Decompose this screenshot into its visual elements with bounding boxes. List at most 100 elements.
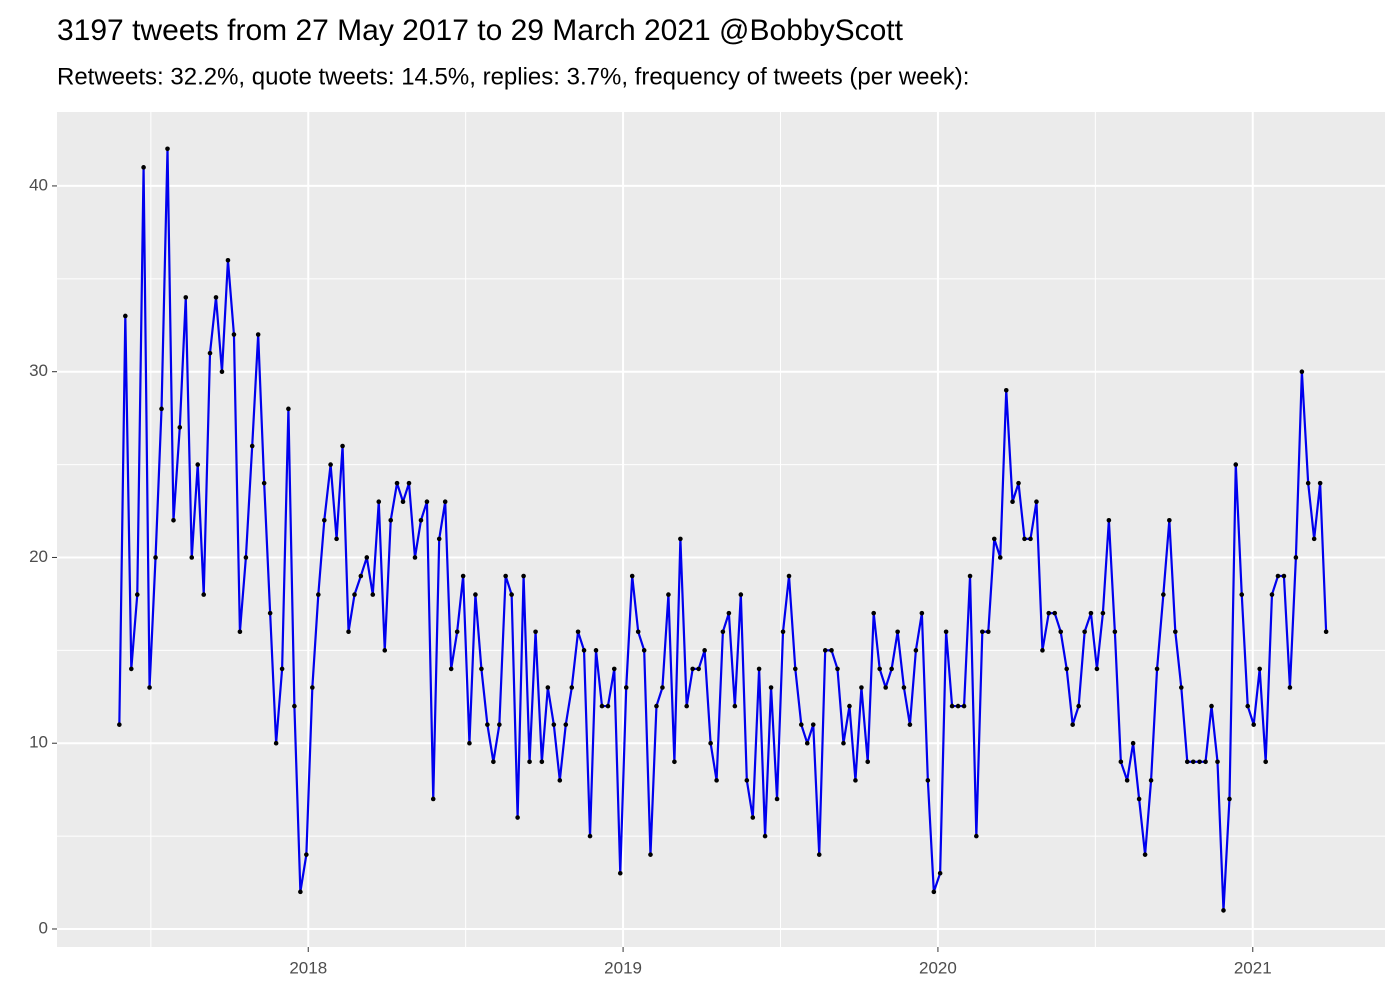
data-point [334, 536, 339, 542]
data-point [1064, 666, 1069, 672]
data-point [847, 703, 852, 709]
data-point [611, 666, 617, 672]
data-point [1034, 499, 1039, 505]
data-point [605, 703, 611, 709]
data-point [641, 648, 647, 653]
data-point [1148, 778, 1154, 783]
data-point [648, 852, 653, 857]
data-point [1178, 685, 1184, 690]
chart-title: 3197 tweets from 27 May 2017 to 29 March… [57, 14, 904, 47]
data-point [623, 685, 629, 690]
data-point [804, 740, 810, 746]
data-point [279, 666, 285, 672]
data-point [1058, 629, 1064, 635]
data-point [1257, 666, 1262, 672]
data-point [183, 295, 189, 300]
data-point [1124, 778, 1130, 783]
data-point [1046, 610, 1052, 616]
data-point [1245, 703, 1251, 709]
data-point [521, 573, 526, 579]
data-point [708, 740, 713, 746]
data-point [1227, 796, 1232, 802]
data-point [322, 518, 327, 523]
x-tick-label: 2019 [604, 958, 642, 977]
data-point [460, 573, 466, 579]
data-point [980, 629, 985, 635]
data-point [877, 666, 882, 672]
data-point [750, 815, 756, 820]
data-point [503, 573, 508, 579]
data-point [310, 685, 315, 690]
data-point [672, 759, 677, 765]
data-point [213, 295, 219, 300]
data-point [201, 592, 207, 597]
data-point [497, 722, 502, 727]
data-point [340, 443, 345, 449]
data-point [599, 703, 605, 709]
data-point [907, 722, 913, 727]
data-point [243, 555, 249, 560]
data-point [569, 685, 575, 690]
data-point [925, 778, 931, 783]
data-point [1040, 648, 1045, 653]
data-point [581, 648, 587, 653]
data-point [1112, 629, 1118, 635]
data-point [261, 480, 267, 486]
data-point [919, 610, 925, 616]
data-point [744, 778, 750, 783]
data-point [738, 592, 744, 597]
data-point [1184, 759, 1190, 765]
data-point [955, 703, 961, 709]
data-point [1233, 462, 1239, 467]
chart-subtitle: Retweets: 32.2%, quote tweets: 14.5%, re… [57, 63, 969, 90]
data-point [1161, 592, 1166, 597]
data-point [1016, 480, 1021, 486]
data-point [889, 666, 894, 672]
data-point [780, 629, 786, 635]
data-point [702, 648, 707, 653]
data-point [346, 629, 351, 635]
data-point [1287, 685, 1293, 690]
data-point [177, 425, 183, 430]
data-point [1028, 536, 1033, 542]
data-point [267, 610, 273, 616]
data-point [949, 703, 955, 709]
data-point [895, 629, 900, 635]
data-point [515, 815, 520, 820]
data-point [388, 518, 394, 523]
data-point [696, 666, 701, 672]
data-point [1239, 592, 1245, 597]
data-point [304, 852, 309, 857]
data-point [587, 833, 593, 839]
data-point [147, 685, 152, 690]
data-point [1088, 610, 1094, 616]
data-point [774, 796, 780, 802]
data-point [937, 870, 943, 876]
data-point [1269, 592, 1275, 597]
data-point [575, 629, 581, 635]
data-point [1154, 666, 1160, 672]
x-tick-label: 2021 [1234, 958, 1272, 977]
data-point [793, 666, 798, 672]
data-point [901, 685, 907, 690]
data-point [207, 350, 213, 356]
data-point [816, 852, 822, 857]
y-tick-label: 10 [29, 733, 48, 752]
data-point [123, 313, 128, 319]
data-point [134, 592, 140, 597]
data-point [762, 833, 768, 839]
data-point [509, 592, 514, 597]
data-point [1275, 573, 1281, 579]
data-point [328, 462, 333, 467]
data-point [859, 685, 864, 690]
data-point [756, 666, 762, 672]
data-point [485, 722, 490, 727]
data-point [298, 889, 303, 895]
data-point [1197, 759, 1202, 765]
data-point [117, 722, 122, 727]
data-point [1317, 480, 1323, 486]
data-point [943, 629, 949, 635]
data-point [822, 648, 828, 653]
data-point [786, 573, 792, 579]
data-point [454, 629, 460, 635]
